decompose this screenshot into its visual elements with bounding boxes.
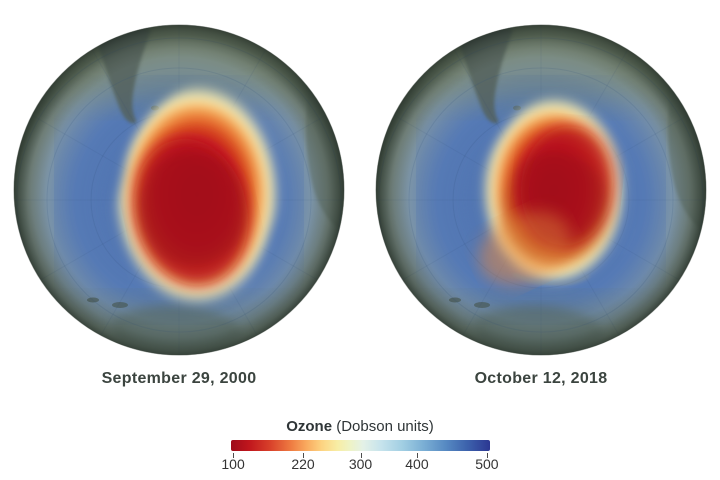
globe-2018-map xyxy=(375,24,707,356)
tick-mark xyxy=(486,453,488,458)
tick-mark xyxy=(233,453,235,458)
colorbar-ticks: 100 220 300 400 500 xyxy=(221,440,499,472)
legend-title-units: (Dobson units) xyxy=(332,418,434,435)
tick-mark xyxy=(360,453,362,458)
limb-shading xyxy=(14,25,344,355)
globe-outline xyxy=(13,24,345,356)
globe-2000-map xyxy=(13,24,345,356)
globe-2000-caption: September 29, 2000 xyxy=(101,370,257,387)
globe-2018-caption: October 12, 2018 xyxy=(474,370,608,387)
tick-label: 220 xyxy=(291,456,315,472)
tick-label: 300 xyxy=(348,456,373,472)
tick-label: 100 xyxy=(221,456,245,472)
globe-outline xyxy=(375,24,707,356)
legend-title: Ozone (Dobson units) xyxy=(0,418,720,435)
tick-label: 400 xyxy=(405,456,429,472)
limb-shading xyxy=(376,25,706,355)
tick-mark xyxy=(303,453,304,458)
globe-2000: September 29, 2000 xyxy=(13,24,345,388)
colorbar xyxy=(231,440,490,451)
tick-label: 500 xyxy=(475,456,499,472)
legend-title-bold: Ozone xyxy=(286,418,333,435)
tick-mark xyxy=(416,453,418,458)
globe-2018: October 12, 2018 xyxy=(375,24,707,388)
